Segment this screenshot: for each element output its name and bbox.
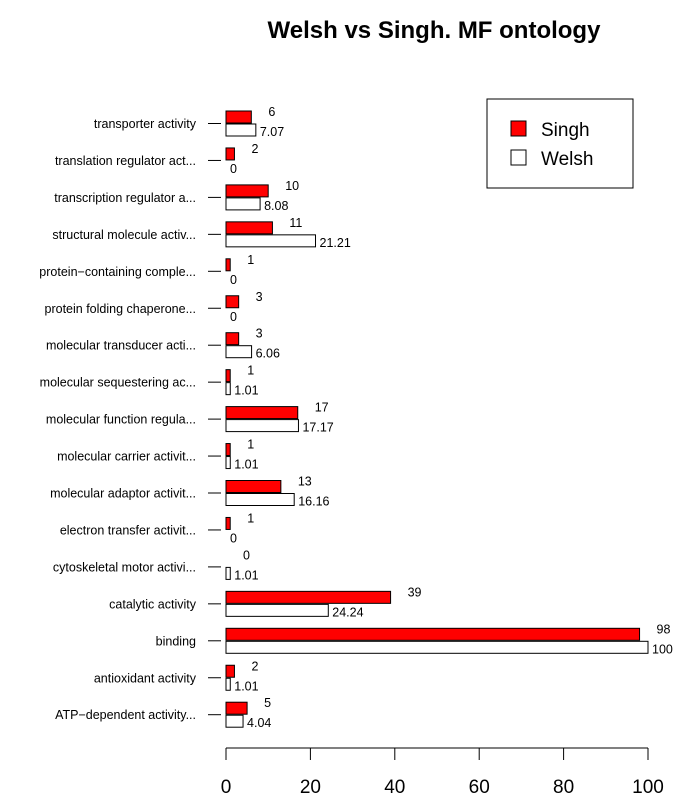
value-label-singh: 10	[285, 179, 299, 193]
value-label-welsh: 4.04	[247, 716, 271, 730]
category-label: molecular sequestering ac...	[40, 376, 196, 390]
value-label-welsh: 0	[230, 531, 237, 545]
bar-welsh	[225, 382, 231, 396]
value-labels: 54.0421.01981003924.2401.01101316.1611.0…	[230, 105, 673, 730]
bar-singh	[225, 295, 240, 309]
bar-welsh	[225, 566, 231, 580]
bar-singh	[225, 516, 231, 530]
category-label: binding	[156, 634, 196, 648]
category-label: transcription regulator a...	[54, 191, 196, 205]
value-label-welsh: 1.01	[234, 458, 258, 472]
bar-singh	[225, 443, 231, 457]
value-label-welsh: 1.01	[234, 384, 258, 398]
value-label-welsh: 7.07	[260, 125, 284, 139]
bar-singh	[225, 369, 231, 383]
bar-singh	[225, 590, 392, 604]
value-label-singh: 2	[251, 659, 258, 673]
value-label-singh: 1	[247, 253, 254, 267]
bar-welsh	[225, 419, 299, 433]
value-label-welsh: 8.08	[264, 199, 288, 213]
bar-singh	[225, 701, 248, 715]
bar-singh	[225, 221, 273, 235]
bar-welsh	[225, 234, 317, 248]
bar-singh	[225, 332, 240, 346]
category-label: transporter activity	[94, 117, 197, 131]
value-label-welsh: 6.06	[256, 347, 280, 361]
value-label-singh: 13	[298, 475, 312, 489]
value-label-singh: 2	[251, 142, 258, 156]
bar-singh	[225, 110, 252, 124]
value-label-singh: 6	[268, 105, 275, 119]
value-label-welsh: 24.24	[332, 605, 363, 619]
bar-singh	[225, 147, 235, 161]
bar-welsh	[225, 640, 649, 654]
bar-singh	[225, 627, 641, 641]
bar-welsh	[225, 197, 261, 211]
x-tick-label: 20	[300, 777, 321, 798]
category-label: structural molecule activ...	[52, 228, 196, 242]
category-label: catalytic activity	[109, 597, 197, 611]
category-label: molecular carrier activit...	[57, 450, 196, 464]
value-label-welsh: 0	[230, 273, 237, 287]
value-label-welsh: 1.01	[234, 568, 258, 582]
legend-swatch-welsh	[510, 149, 527, 166]
value-label-singh: 5	[264, 696, 271, 710]
legend-swatch-singh	[510, 120, 527, 137]
chart-title: Welsh vs Singh. MF ontology	[268, 17, 602, 44]
value-label-singh: 11	[289, 216, 302, 230]
category-label: molecular transducer acti...	[46, 339, 196, 353]
value-label-singh: 1	[247, 511, 254, 525]
category-label: molecular adaptor activit...	[50, 487, 196, 501]
category-label: molecular function regula...	[46, 413, 196, 427]
value-label-welsh: 1.01	[234, 679, 258, 693]
value-label-welsh: 100	[652, 642, 673, 656]
value-label-welsh: 16.16	[298, 495, 329, 509]
value-label-welsh: 0	[230, 162, 237, 176]
value-label-singh: 1	[247, 438, 254, 452]
value-label-singh: 17	[315, 401, 329, 415]
category-label: cytoskeletal motor activi...	[53, 560, 196, 574]
bar-welsh	[225, 603, 329, 617]
bar-welsh	[225, 456, 231, 470]
legend-label-welsh: Welsh	[541, 149, 593, 170]
bar-singh	[225, 184, 269, 198]
value-label-singh: 0	[243, 548, 250, 562]
value-label-singh: 98	[657, 622, 671, 636]
bar-singh	[225, 480, 282, 493]
x-tick-label: 80	[553, 777, 574, 798]
value-label-welsh: 0	[230, 310, 237, 324]
value-label-singh: 39	[408, 585, 422, 599]
x-tick-label: 60	[469, 777, 490, 798]
category-label: protein folding chaperone...	[45, 302, 197, 316]
bar-welsh	[225, 123, 257, 137]
legend-label-singh: Singh	[541, 120, 590, 141]
x-tick-label: 0	[221, 777, 232, 798]
value-label-singh: 1	[247, 364, 254, 378]
category-label: electron transfer activit...	[60, 523, 196, 537]
category-label: ATP−dependent activity...	[55, 708, 196, 722]
bar-welsh	[225, 493, 295, 506]
legend: Singh Welsh	[486, 98, 634, 189]
bars-group	[225, 110, 649, 728]
bar-singh	[225, 406, 299, 420]
bar-singh	[225, 258, 231, 272]
bar-welsh	[225, 714, 244, 728]
value-label-welsh: 21.21	[320, 236, 351, 250]
x-tick-label: 40	[384, 777, 405, 798]
value-label-singh: 3	[256, 327, 263, 341]
bar-singh	[225, 664, 235, 678]
x-axis: 0 20 40 60 80 100	[221, 747, 664, 798]
category-label: antioxidant activity	[94, 671, 197, 685]
category-label: translation regulator act...	[55, 154, 196, 168]
value-label-singh: 3	[256, 290, 263, 304]
bar-welsh	[225, 345, 253, 359]
legend-box	[486, 98, 634, 189]
value-label-welsh: 17.17	[302, 421, 333, 435]
bar-welsh	[225, 677, 231, 691]
x-tick-label: 100	[632, 777, 664, 798]
category-label: protein−containing comple...	[39, 265, 196, 279]
category-labels: ATP−dependent activity... antioxidant act…	[39, 117, 221, 722]
